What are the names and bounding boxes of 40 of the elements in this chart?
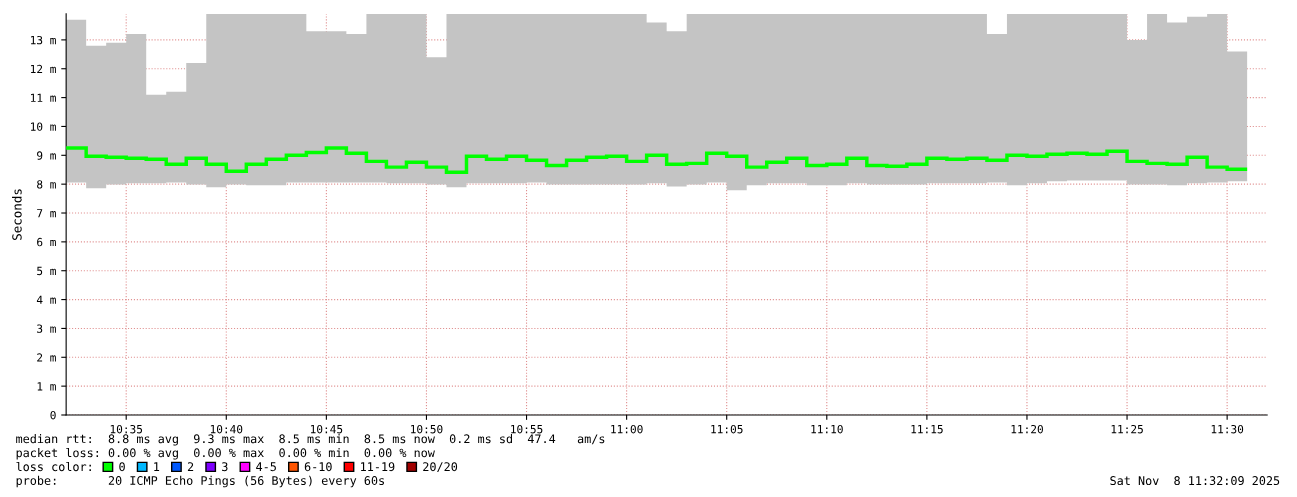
- legend-title: loss color:: [16, 461, 91, 472]
- y-tick-label: 9 m: [37, 151, 56, 160]
- x-tick-label: 11:10: [811, 424, 843, 434]
- y-tick-label: 8 m: [37, 180, 56, 189]
- text: Sat Nov 8 11:32:09 2025: [1110, 476, 1280, 486]
- legend-label: 6-10: [304, 462, 332, 472]
- y-tick-label: 7 m: [37, 209, 56, 218]
- legend-label: 0: [119, 462, 125, 472]
- x-tick-label: 10:40: [210, 424, 243, 434]
- x-tick-label: 10:45: [310, 424, 343, 434]
- x-tick-label: 11:25: [1111, 424, 1143, 434]
- x-tick-label: 11:20: [1011, 424, 1043, 434]
- y-tick-label: 4 m: [36, 295, 56, 304]
- y-tick-label: 13 m: [31, 35, 56, 45]
- y-tick-label: 3 m: [37, 324, 56, 333]
- legend-label: 11-19: [361, 462, 395, 472]
- x-tick-label: 11:15: [911, 425, 943, 434]
- y-tick-label: 12 m: [31, 64, 56, 73]
- legend-label: 4-5: [256, 462, 276, 472]
- x-tick-label: 10:35: [110, 424, 143, 434]
- x-tick-label: 11:30: [1211, 424, 1244, 434]
- x-tick-label: 10:55: [511, 424, 543, 434]
- text: median rtt: 8.8 ms avg 9.3 ms max 8.5 ms min 8.5 ms now 0.2 ms sd 47.4 am/s: [16, 434, 605, 446]
- legend-label: 1: [154, 462, 160, 471]
- legend-label: 20/20: [423, 462, 458, 473]
- x-tick-label: 11:05: [711, 424, 743, 434]
- y-tick-label: 0: [50, 411, 56, 420]
- legend-label: 3: [222, 462, 228, 472]
- y-tick-label: 1 m: [37, 382, 56, 391]
- y-tick-label: 5 m: [37, 266, 56, 276]
- y-axis-title: Seconds: [12, 189, 22, 240]
- legend-label: 2: [187, 462, 194, 471]
- y-tick-label: 2 m: [37, 353, 56, 362]
- x-tick-label: 11:00: [611, 424, 643, 434]
- x-tick-label: 10:50: [411, 424, 443, 434]
- text: probe: 20 ICMP Echo Pings (56 Bytes) every 60s: [16, 475, 384, 488]
- y-tick-label: 11 m: [31, 93, 56, 102]
- y-tick-label: 6 m: [37, 237, 56, 247]
- text: packet loss: 0.00 % avg 0.00 % max 0.00 % min 0.00 % now: [16, 447, 435, 460]
- y-tick-label: 10 m: [31, 122, 56, 131]
